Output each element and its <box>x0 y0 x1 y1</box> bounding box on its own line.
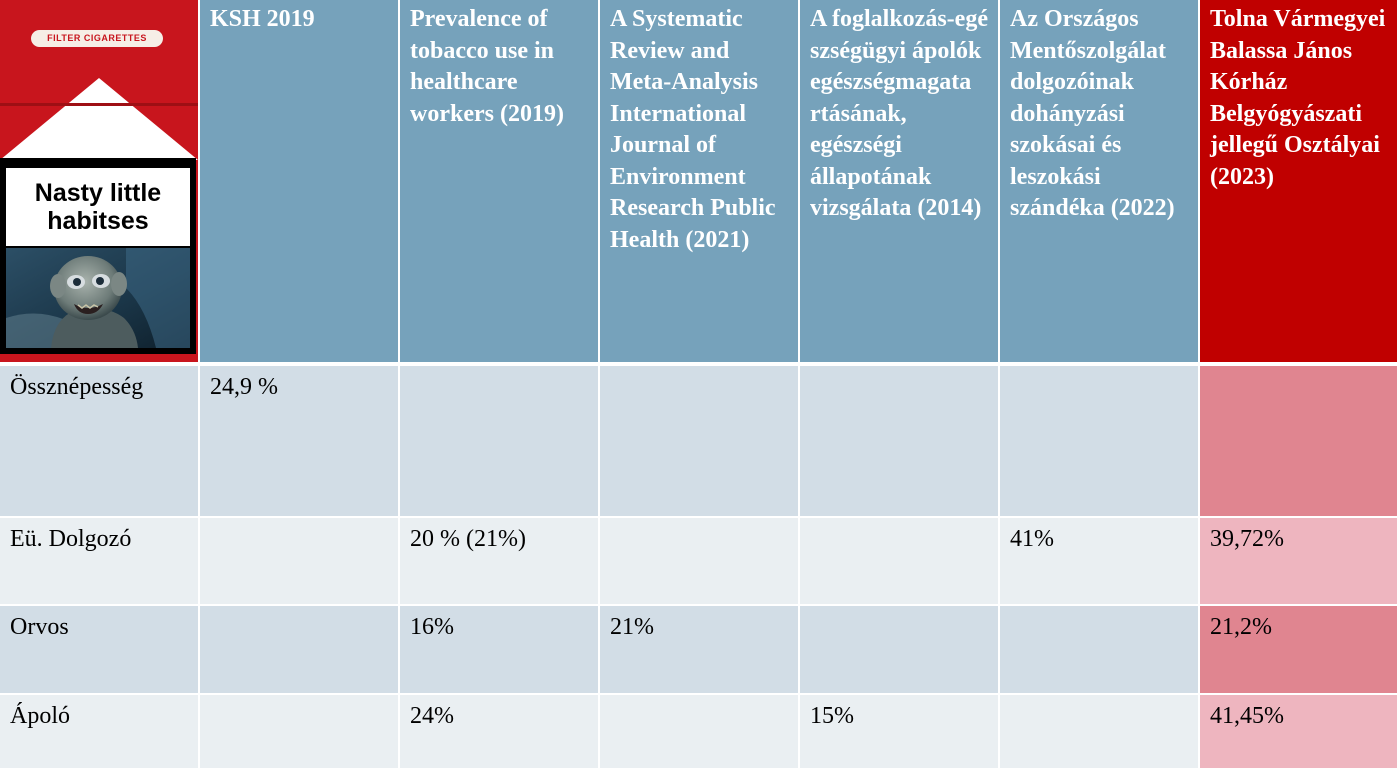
row-label-orvos: Orvos <box>0 606 198 693</box>
header-tolna-2023: Tolna Vármegyei Balassa János Kórház Bel… <box>1200 0 1397 362</box>
cigarette-pack-image: FILTER CIGARETTES Nasty little habitses <box>0 0 198 362</box>
header-mentoszolgalat-2022: Az Országos Mentőszolgálat dolgozóinak d… <box>1000 0 1198 362</box>
table-cell: 20 % (21%) <box>400 518 598 604</box>
table-cell-tolna: 39,72% <box>1200 518 1397 604</box>
table-cell <box>1000 606 1198 693</box>
table-cell <box>600 518 798 604</box>
header-prevalence-2019: Prevalence of tobacco use in healthcare … <box>400 0 598 362</box>
table-cell <box>800 518 998 604</box>
table-cell-tolna: 41,45% <box>1200 695 1397 768</box>
health-warning-box: Nasty little habitses <box>0 158 196 354</box>
table-cell: 24% <box>400 695 598 768</box>
table-cell <box>600 366 798 516</box>
table-cell <box>1000 695 1198 768</box>
table-cell: 41% <box>1000 518 1198 604</box>
table-cell <box>600 695 798 768</box>
row-label-apolo: Ápoló <box>0 695 198 768</box>
table-cell: 21% <box>600 606 798 693</box>
header-apolok-2014: A foglalkozás-egé szségügyi ápolók egész… <box>800 0 998 362</box>
table-cell <box>200 606 398 693</box>
table-cell <box>400 366 598 516</box>
creature-photo <box>6 248 190 348</box>
row-label-eu-dolgozo: Eü. Dolgozó <box>0 518 198 604</box>
table-cell <box>800 366 998 516</box>
table-cell <box>200 695 398 768</box>
table-cell-tolna <box>1200 366 1397 516</box>
header-systematic-review-2021: A Systematic Review and Meta-Analysis In… <box>600 0 798 362</box>
pack-lid-line <box>0 103 198 106</box>
table-cell <box>200 518 398 604</box>
filter-cigarettes-badge: FILTER CIGARETTES <box>31 30 163 47</box>
table-cell <box>800 606 998 693</box>
table-cell: 24,9 % <box>200 366 398 516</box>
pack-bottom-strip <box>0 354 198 362</box>
table-cell: 15% <box>800 695 998 768</box>
pack-chevron-graphic <box>0 78 198 160</box>
header-ksh-2019: KSH 2019 <box>200 0 398 362</box>
warning-text: Nasty little habitses <box>6 168 190 246</box>
table-cell: 16% <box>400 606 598 693</box>
table-cell-tolna: 21,2% <box>1200 606 1397 693</box>
table-cell <box>1000 366 1198 516</box>
row-label-ossznepesseg: Össznépesség <box>0 366 198 516</box>
